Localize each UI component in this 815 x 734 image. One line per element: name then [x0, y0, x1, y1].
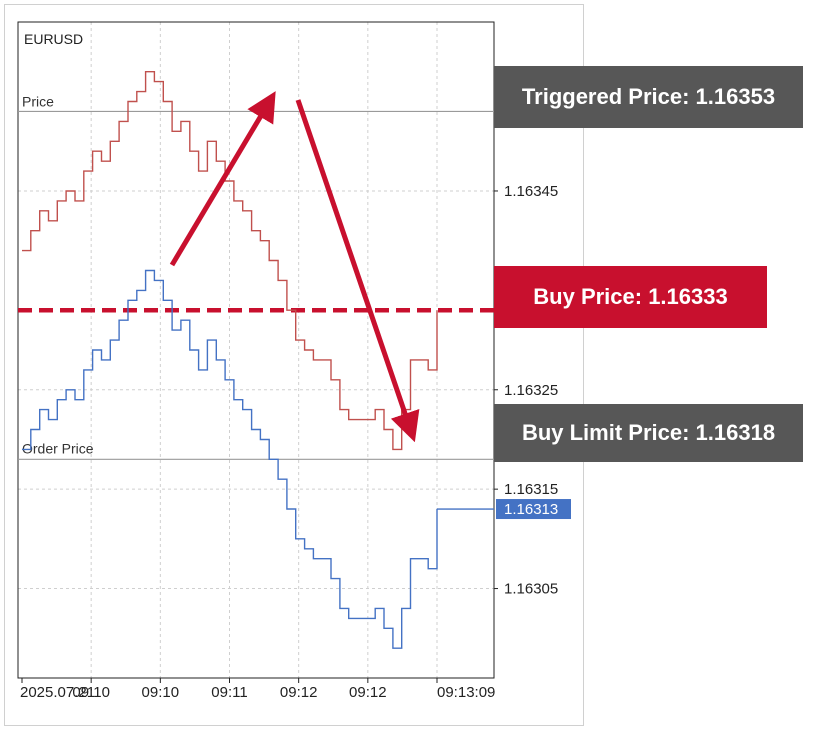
- buy-price-callout: Buy Price: 1.16333: [494, 266, 767, 328]
- price-series-line: [22, 71, 438, 451]
- x-tick-label: 09:12: [349, 684, 387, 701]
- symbol-label: EURUSD: [24, 31, 83, 47]
- chart-frame: [4, 4, 584, 726]
- plot-area-border: [17, 21, 495, 679]
- order-price-series-line: [22, 269, 438, 649]
- y-tick-label: 1.16305: [504, 581, 558, 598]
- last-price-badge: [496, 499, 571, 520]
- order-price-line-label: Order Price: [22, 440, 94, 456]
- x-tick-label: 09:11: [211, 684, 247, 701]
- triggered-price-callout: Triggered Price: 1.16353: [494, 66, 803, 128]
- x-tick-label: 09:10: [72, 684, 110, 701]
- last-price-label: 1.16313: [504, 501, 558, 518]
- x-tick-label: 09:12: [280, 684, 318, 701]
- down-trend-arrow: [295, 99, 420, 443]
- x-tick-label: 09:10: [142, 684, 180, 701]
- y-tick-label: 1.16345: [504, 183, 558, 200]
- y-tick-label: 1.16315: [504, 481, 558, 498]
- x-tick-label: 09:13:09: [437, 684, 495, 701]
- x-tick-label: 2025.07.21: [20, 684, 95, 701]
- up-trend-arrow: [169, 91, 276, 267]
- buy-limit-price-callout: Buy Limit Price: 1.16318: [494, 404, 803, 462]
- price-line-label: Price: [22, 93, 54, 109]
- y-tick-label: 1.16325: [504, 382, 558, 399]
